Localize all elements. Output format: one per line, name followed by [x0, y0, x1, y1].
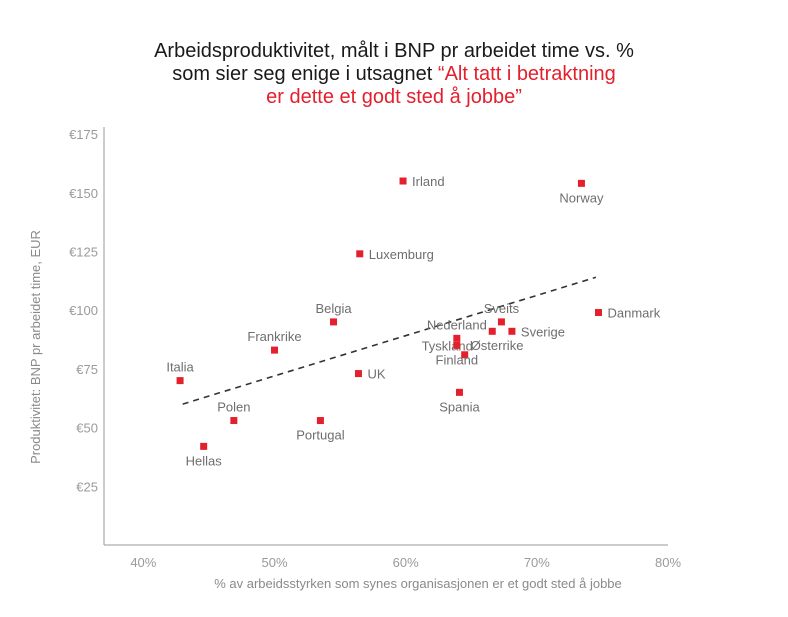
y-tick-label: €75: [76, 362, 98, 377]
y-tick-label: €50: [76, 421, 98, 436]
data-point-label: Sverige: [521, 324, 565, 339]
data-point-marker: [497, 318, 505, 326]
chart-title: Arbeidsproduktivitet, målt i BNP pr arbe…: [0, 40, 788, 109]
data-point-label: Østerrike: [471, 338, 524, 353]
data-point-label: Finland: [436, 352, 479, 367]
y-tick-label: €25: [76, 479, 98, 494]
data-point-marker: [594, 309, 602, 317]
data-point-label: Tyskland: [422, 338, 473, 353]
x-tick-label: 70%: [524, 555, 550, 570]
data-point-label: Frankrike: [247, 329, 301, 344]
y-tick-label: €125: [69, 244, 98, 259]
chart-title-line-2: som sier seg enige i utsagnet “Alt tatt …: [0, 63, 788, 86]
y-tick-label: €100: [69, 303, 98, 318]
data-point-marker: [200, 442, 208, 450]
trendline-group: [182, 276, 597, 405]
x-axis-title: % av arbeidsstyrken som synes organisasj…: [214, 576, 622, 591]
data-point-label: Italia: [166, 360, 194, 375]
data-point-label: Polen: [217, 400, 250, 415]
data-point-marker: [508, 327, 516, 335]
y-tick-label: €175: [69, 127, 98, 142]
data-point-marker: [230, 417, 238, 425]
data-point-marker: [461, 351, 469, 359]
data-point-marker: [271, 346, 279, 354]
data-point-label: Hellas: [186, 453, 223, 468]
chart-title-quote-start: “Alt tatt i betraktning: [437, 63, 616, 85]
x-tick-label: 40%: [130, 555, 156, 570]
data-point-marker: [399, 177, 407, 185]
data-point-label: Irland: [412, 174, 445, 189]
data-point-marker: [354, 370, 362, 378]
chart-axes: €25 €50 €75 €100 €125 €150 €175 40% 50% 60% 70% 80%: [69, 127, 681, 570]
data-point-label: Sveits: [484, 301, 520, 316]
y-axis-title: Produktivitet: BNP pr arbeidet time, EUR: [28, 230, 43, 464]
data-point-label: Belgia: [315, 301, 352, 316]
data-point-label: Spania: [439, 399, 480, 414]
data-point-marker: [453, 341, 461, 349]
y-tick-label: €150: [69, 186, 98, 201]
data-point-label: Danmark: [607, 306, 660, 321]
x-tick-label: 60%: [393, 555, 419, 570]
data-point-marker: [356, 250, 364, 258]
x-tick-label: 80%: [655, 555, 681, 570]
data-point-marker: [488, 327, 496, 335]
data-point-marker: [176, 377, 184, 385]
data-point-marker: [453, 334, 461, 342]
chart-title-line-3: er dette et godt sted å jobbe”: [266, 86, 522, 108]
data-point-marker: [330, 318, 338, 326]
data-point-label: Portugal: [296, 428, 345, 443]
data-point-label: UK: [367, 367, 385, 382]
data-point-marker: [455, 388, 463, 396]
data-point-marker: [577, 179, 585, 187]
data-point-label: Nederland: [427, 317, 487, 332]
data-point-marker: [316, 417, 324, 425]
chart-title-line-1: Arbeidsproduktivitet, målt i BNP pr arbe…: [154, 40, 634, 62]
trendline: [182, 276, 597, 405]
data-points: Irland Norway Luxemburg Danmark Sveits Belgia…: [166, 174, 660, 468]
x-tick-label: 50%: [261, 555, 287, 570]
data-point-label: Norway: [559, 190, 604, 205]
chart-title-line-2-text: som sier seg enige i utsagnet: [172, 63, 438, 85]
data-point-label: Luxemburg: [369, 247, 434, 262]
